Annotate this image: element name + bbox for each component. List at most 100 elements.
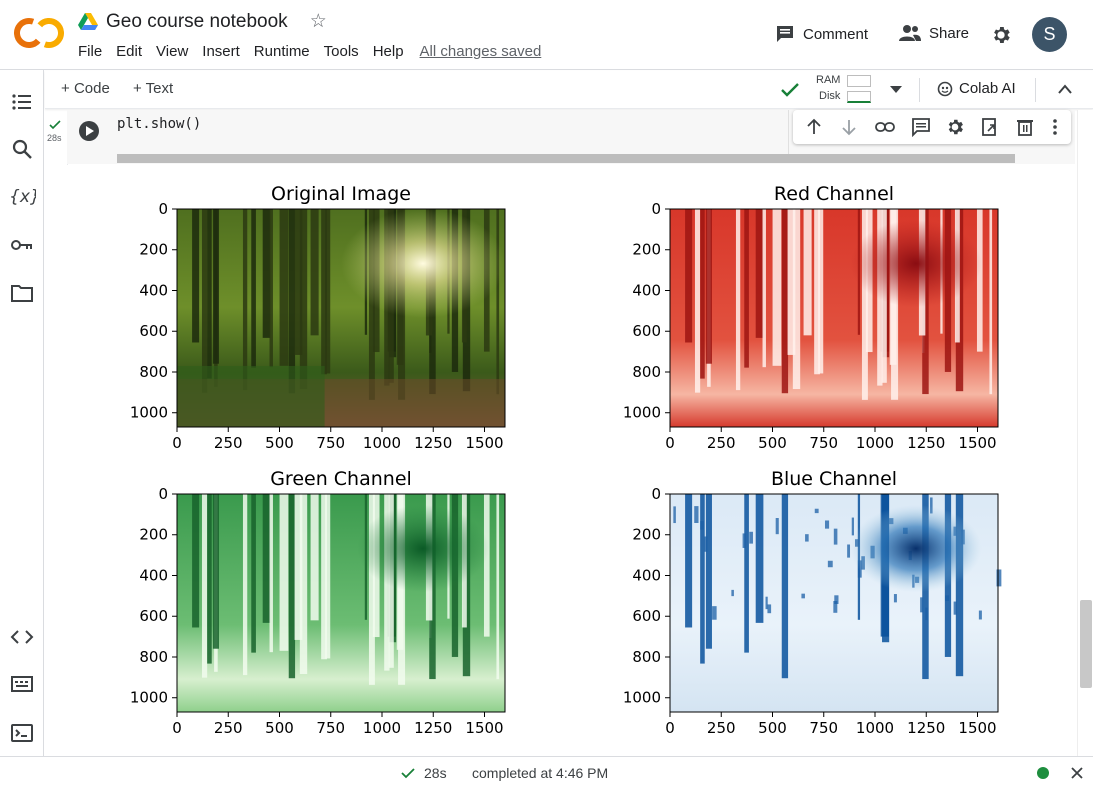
y-tick-label: 800 [632,363,661,381]
star-icon[interactable]: ☆ [309,11,327,32]
resource-monitor[interactable]: RAM Disk [813,74,873,106]
y-tick-label: 1000 [130,689,168,707]
status-check-icon [401,768,415,779]
x-tick-label: 500 [265,434,294,452]
share-button[interactable]: Share [899,24,969,42]
x-tick-label: 500 [265,719,294,737]
colab-logo[interactable] [14,14,64,52]
share-people-icon [899,25,921,41]
user-avatar[interactable]: S [1032,17,1067,52]
connected-check-icon [781,83,799,97]
disk-bar [847,91,871,103]
settings-gear-icon[interactable] [990,24,1012,46]
cell-settings-gear-icon[interactable] [945,117,965,137]
more-options-icon[interactable] [1050,117,1060,137]
code-snippets-icon[interactable] [10,625,34,649]
menu-insert[interactable]: Insert [202,43,240,60]
table-of-contents-icon[interactable] [10,90,34,114]
light-spot [670,494,998,712]
y-tick-label: 1000 [130,404,168,422]
mirror-cell-icon[interactable] [980,117,1000,137]
notebook-title[interactable]: Geo course notebook [106,10,288,32]
colab-ai-icon [937,81,953,96]
google-drive-icon [78,12,98,30]
vertical-scrollbar-track[interactable] [1077,110,1093,756]
move-down-arrow-icon[interactable] [839,117,859,137]
y-tick-label: 0 [158,200,168,218]
close-status-icon[interactable] [1070,766,1084,780]
y-tick-label: 0 [651,200,661,218]
horizontal-scrollbar[interactable] [117,154,1015,163]
y-tick-label: 600 [139,322,168,340]
delete-trash-icon[interactable] [1015,117,1035,137]
menu-edit[interactable]: Edit [116,43,143,60]
comment-button[interactable]: Comment [775,24,868,44]
x-tick-label: 1000 [856,719,894,737]
secrets-key-icon[interactable] [10,233,34,257]
x-tick-label: 1000 [856,434,894,452]
x-tick-label: 0 [172,434,182,452]
menu-file[interactable]: File [78,43,103,60]
x-tick-label: 500 [758,434,787,452]
files-folder-icon[interactable] [10,281,34,305]
menu-help[interactable]: Help [372,43,404,60]
x-tick-label: 750 [809,719,838,737]
run-cell-icon[interactable] [78,120,100,142]
subplot-title: Red Channel [774,183,894,205]
toolbar-divider-2 [1035,78,1036,102]
subplot-reds: Red Channel 0 250 500 750 1000 1250 1500 0 200 400… [623,183,999,452]
comment-icon [777,26,793,42]
x-tick-label: 250 [214,719,243,737]
y-tick-label: 1000 [623,404,661,422]
save-status-link[interactable]: All changes saved [419,43,542,60]
texture-mark [996,569,1002,587]
cell-output: Original Image 0 250 500 750 1000 1250 1500 0 200… [67,165,1075,756]
y-tick-label: 600 [139,607,168,625]
subplot-rgb: Original Image 0 250 500 750 1000 1250 1500 0 200… [130,183,506,452]
menu-runtime[interactable]: Runtime [253,43,310,60]
y-tick-label: 0 [158,485,168,503]
axes-frame [669,208,999,428]
add-code-button[interactable]: + Code [61,80,110,97]
colab-ai-button[interactable]: Colab AI [937,80,1016,97]
x-tick-label: 500 [758,719,787,737]
x-tick-label: 750 [316,719,345,737]
subplot-title: Original Image [271,183,411,205]
add-comment-icon[interactable] [911,117,931,137]
subplot-title: Blue Channel [771,468,897,490]
disk-label: Disk [819,90,841,102]
x-tick-label: 0 [172,719,182,737]
code-text: plt.show() [117,116,201,132]
variables-icon[interactable]: {x} [8,184,36,208]
vertical-scrollbar-thumb[interactable] [1080,600,1092,688]
menu-tools[interactable]: Tools [323,43,359,60]
subplot-blues: Blue Channel 0 250 500 750 1000 1250 1500 0 200 40… [623,468,1002,737]
cell-toolbar [793,110,1071,144]
y-tick-label: 800 [632,648,661,666]
status-time: 28s [424,765,447,781]
light-spot [670,209,998,427]
move-up-arrow-icon[interactable] [804,117,824,137]
x-tick-label: 750 [316,434,345,452]
subplot-title: Green Channel [270,468,412,490]
status-bar: 28s completed at 4:46 PM [0,756,1093,787]
collapse-chevron-up-icon[interactable] [1057,83,1073,95]
y-tick-label: 600 [632,322,661,340]
notebook-toolbar: + Code + Text RAM Disk Colab AI [45,71,1093,109]
link-icon[interactable] [874,117,896,137]
runtime-dropdown-icon[interactable] [889,85,903,95]
add-text-button[interactable]: + Text [133,80,174,97]
menu-view[interactable]: View [156,43,189,60]
cell-gutter: 28s [45,110,67,756]
executed-check-icon [49,120,61,130]
axes-frame [176,493,506,713]
y-tick-label: 200 [139,526,168,544]
y-tick-label: 800 [139,363,168,381]
code-line: plt.show() [117,116,202,132]
x-tick-label: 1250 [907,434,945,452]
command-palette-icon[interactable] [10,672,34,696]
search-icon[interactable] [10,137,34,161]
subplot-greens: Green Channel 0 250 500 750 1000 1250 1500 0 200 4… [130,468,506,737]
y-tick-label: 400 [632,566,661,584]
terminal-icon[interactable] [10,721,34,745]
